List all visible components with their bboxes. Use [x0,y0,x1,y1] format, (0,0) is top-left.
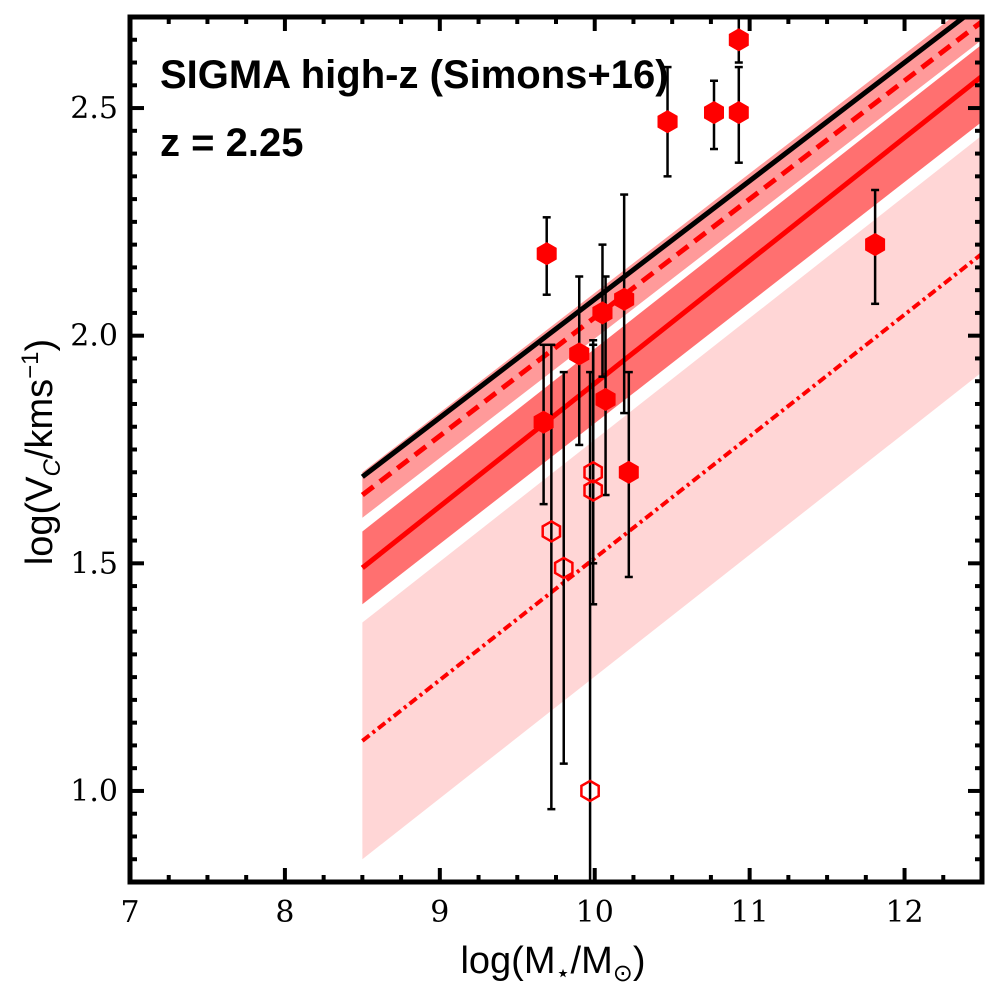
filled-hexagon-point [704,101,724,125]
dataset-annotation: SIGMA high-z (Simons+16) [160,53,669,97]
y-tick-label: 2.5 [70,91,118,126]
filled-hexagon-point [595,387,616,411]
redshift-annotation: z = 2.25 [160,121,303,165]
x-tick-label: 9 [430,895,449,930]
filled-hexagon-point [592,301,613,325]
open-hexagon-point [580,779,600,803]
filled-hexagon-point [618,460,639,484]
filled-hexagon-point [533,410,554,434]
filled-hexagon-point [569,342,590,366]
relation-line [360,19,982,498]
relation-line [361,252,982,743]
x-tick-labels: 7 8 9 10 11 12 [120,895,923,930]
x-axis-label: log(M⋆/M⊙) [460,940,645,987]
relation-line [360,17,969,479]
relation-lines [360,17,982,743]
x-tick-label: 7 [120,895,139,930]
filled-hexagon-point [865,233,886,257]
x-tick-label: 8 [275,895,294,930]
open-hexagon-point [541,519,562,543]
x-tick-label: 10 [576,895,614,930]
filled-hexagon-point [728,28,749,52]
open-hexagon-point [583,460,604,484]
x-tick-label: 11 [731,895,769,930]
x-tick-label: 12 [885,895,923,930]
filled-hexagon-point [536,242,557,266]
plot-frame [127,14,985,885]
relation-line [360,74,982,570]
filled-hexagon-point [657,110,678,134]
filled-hexagon-point [614,287,635,311]
y-tick-label: 1.5 [70,546,118,581]
data-points [533,28,886,803]
filled-hexagon-point [728,101,749,125]
y-axis-label: log(VC/kms−1) [17,339,66,565]
open-hexagon-point [553,556,574,580]
y-tick-label: 1.0 [70,774,118,809]
y-tick-label: 2.0 [70,319,118,354]
y-tick-labels: 1.0 1.5 2.0 2.5 [70,91,118,809]
open-hexagon-point [583,479,604,502]
